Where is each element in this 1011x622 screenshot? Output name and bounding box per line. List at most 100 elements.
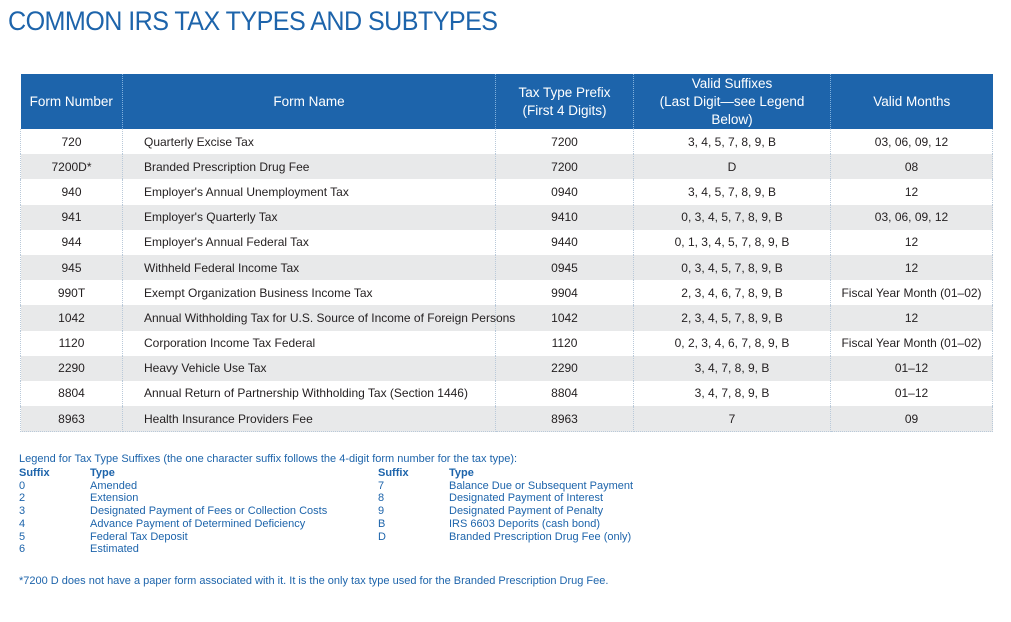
cell-prefix: 1120 [495,330,634,356]
legend-suffix: 5 [19,530,26,543]
cell-months: 12 [830,254,993,281]
legend-type: Designated Payment of Interest [449,492,604,505]
cell-form-name: Annual Return of Partnership Withholding… [122,380,496,407]
table-row: 8804 Annual Return of Partnership Withho… [20,380,993,407]
cell-form-name: Branded Prescription Drug Fee [122,154,496,180]
cell-suffixes: 3, 4, 7, 8, 9, B [633,355,831,381]
cell-suffixes: 2, 3, 4, 6, 7, 8, 9, B [633,280,831,306]
legend-item: 6 Estimated [19,543,327,556]
table-row: 7200D* Branded Prescription Drug Fee 720… [20,154,993,180]
cell-form-name: Employer's Quarterly Tax [122,204,496,230]
header-form-number: Form Number [20,74,123,129]
table-row: 8963 Health Insurance Providers Fee 8963… [20,406,993,433]
legend-item: 2 Extension [19,492,327,505]
cell-form-number: 7200D* [20,154,123,180]
cell-form-name: Employer's Annual Unemployment Tax [122,179,496,205]
legend-type-header: Type [449,467,474,479]
table-row: 941 Employer's Quarterly Tax 9410 0, 3, … [20,204,993,230]
legend-item: 3 Designated Payment of Fees or Collecti… [19,505,327,518]
legend-item: B IRS 6603 Deporits (cash bond) [378,518,633,531]
legend-item: D Branded Prescription Drug Fee (only) [378,531,633,544]
legend-type-header: Type [90,467,115,479]
legend-suffix: 4 [19,517,26,530]
legend-suffix: 7 [378,479,385,492]
table-row: 2290 Heavy Vehicle Use Tax 2290 3, 4, 7,… [20,355,993,381]
cell-months: 01–12 [830,355,993,381]
legend-item: 8 Designated Payment of Interest [378,492,633,505]
cell-months: 08 [830,154,993,180]
legend-header-row: Suffix Type [378,467,633,480]
cell-months: Fiscal Year Month (01–02) [830,280,993,306]
cell-suffixes: 2, 3, 4, 5, 7, 8, 9, B [633,305,831,331]
legend-suffix-header: Suffix [19,467,50,479]
table-row: 720 Quarterly Excise Tax 7200 3, 4, 5, 7… [20,129,993,155]
cell-prefix: 7200 [495,154,634,180]
cell-prefix: 1042 [495,305,634,331]
header-suffix-line1: Valid Suffixes [691,75,773,91]
cell-suffixes: 3, 4, 5, 7, 8, 9, B [633,179,831,205]
cell-prefix: 9440 [495,229,634,255]
cell-form-number: 720 [20,129,123,155]
legend-type: Estimated [90,543,139,556]
cell-suffixes: 0, 2, 3, 4, 6, 7, 8, 9, B [633,330,831,356]
cell-prefix: 9904 [495,280,634,306]
cell-months: 12 [830,305,993,331]
header-prefix-line1: Tax Type Prefix [518,84,611,100]
cell-months: 09 [830,406,993,433]
cell-months: 12 [830,179,993,205]
cell-form-name: Withheld Federal Income Tax [122,254,496,281]
table-row: 990T Exempt Organization Business Income… [20,280,993,306]
legend-suffix: 6 [19,543,26,556]
tax-types-table: Form Number Form Name Tax Type Prefix (F… [20,74,993,433]
legend-type: IRS 6603 Deporits (cash bond) [449,517,601,530]
cell-form-name: Quarterly Excise Tax [122,129,496,155]
legend-item: 5 Federal Tax Deposit [19,531,327,544]
legend-suffix-header: Suffix [378,467,409,479]
header-suffix-line2: (Last Digit—see Legend Below) [659,93,805,127]
legend-type: Balance Due or Subsequent Payment [449,479,634,492]
cell-form-name: Heavy Vehicle Use Tax [122,355,496,381]
legend-column-left: Suffix Type 0 Amended 2 Extension 3 Desi… [19,467,327,556]
cell-prefix: 7200 [495,129,634,155]
legend-item: 4 Advance Payment of Determined Deficien… [19,518,327,531]
table-header-row: Form Number Form Name Tax Type Prefix (F… [20,74,993,129]
legend-item: 0 Amended [19,480,327,493]
legend-item: 7 Balance Due or Subsequent Payment [378,480,633,493]
cell-months: 01–12 [830,380,993,407]
cell-form-number: 8963 [20,406,123,433]
cell-suffixes: D [633,154,831,180]
page-title: COMMON IRS TAX TYPES AND SUBTYPES [8,6,498,36]
legend-suffix: 8 [378,492,385,505]
cell-months: 12 [830,229,993,255]
table-row: 944 Employer's Annual Federal Tax 9440 0… [20,229,993,255]
cell-form-name: Employer's Annual Federal Tax [122,229,496,255]
cell-form-name: Exempt Organization Business Income Tax [122,280,496,306]
cell-suffixes: 3, 4, 7, 8, 9, B [633,380,831,407]
footnote: *7200 D does not have a paper form assoc… [19,575,609,587]
legend-type: Designated Payment of Penalty [449,505,604,518]
cell-months: Fiscal Year Month (01–02) [830,330,993,356]
cell-suffixes: 3, 4, 5, 7, 8, 9, B [633,129,831,155]
legend-suffix: B [378,517,386,530]
cell-prefix: 8963 [495,406,634,433]
cell-prefix: 0940 [495,179,634,205]
cell-suffixes: 0, 3, 4, 5, 7, 8, 9, B [633,204,831,230]
legend-type: Advance Payment of Determined Deficiency [90,517,306,530]
header-valid-suffixes: Valid Suffixes (Last Digit—see Legend Be… [633,74,831,129]
cell-form-name: Corporation Income Tax Federal [122,330,496,356]
legend-type: Extension [90,492,139,505]
cell-prefix: 8804 [495,380,634,407]
cell-prefix: 2290 [495,355,634,381]
header-form-name: Form Name [122,74,496,129]
cell-form-number: 990T [20,280,123,306]
legend-suffix: D [378,530,386,543]
legend-suffix: 3 [19,505,26,518]
cell-form-number: 944 [20,229,123,255]
cell-suffixes: 7 [633,406,831,433]
suffix-legend: Legend for Tax Type Suffixes (the one ch… [19,453,633,555]
header-prefix-line2: (First 4 Digits) [522,102,607,118]
cell-form-name: Annual Withholding Tax for U.S. Source o… [122,305,515,331]
legend-type: Federal Tax Deposit [90,530,188,543]
legend-type: Amended [90,479,138,492]
header-tax-type-prefix: Tax Type Prefix (First 4 Digits) [495,74,634,129]
